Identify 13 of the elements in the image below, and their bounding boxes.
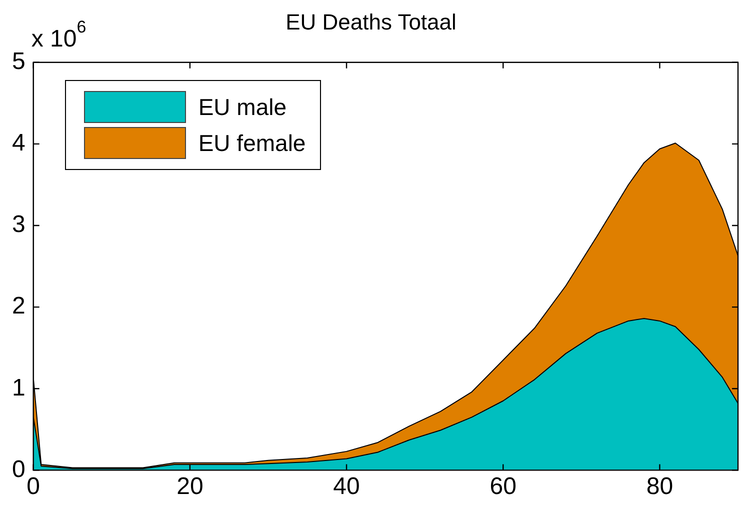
y-tick-label: 1 [12, 374, 26, 402]
y-tick-label: 4 [12, 130, 26, 157]
x-tick-label: 40 [333, 473, 360, 500]
y-tick-label: 3 [12, 211, 26, 238]
x-tick-label: 80 [646, 473, 674, 500]
chart-title: EU Deaths Totaal [286, 9, 456, 34]
y-tick-label: 5 [12, 48, 26, 76]
legend-label: EU female [198, 130, 306, 157]
x-tick-label: 20 [176, 473, 204, 500]
x-tick-label: 60 [490, 473, 516, 500]
y-tick-label: 2 [12, 292, 26, 320]
legend-label: EU male [198, 94, 287, 121]
y-tick-label: 0 [12, 456, 26, 483]
